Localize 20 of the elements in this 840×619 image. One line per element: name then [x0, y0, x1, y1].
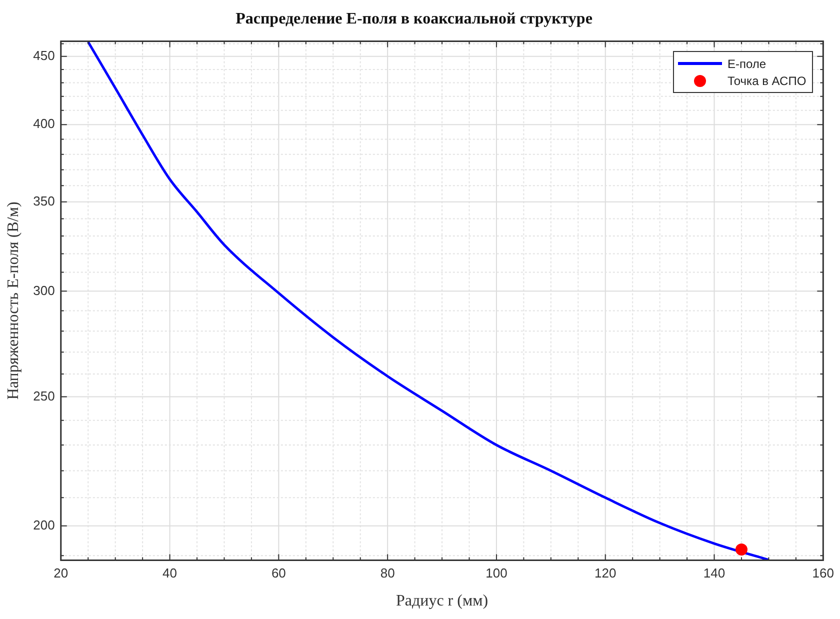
x-tick-label: 20 — [54, 566, 68, 581]
y-tick-label: 200 — [33, 517, 55, 532]
line-series — [86, 41, 770, 560]
y-tick-label: 250 — [33, 388, 55, 404]
legend-label: Точка в АСПО — [728, 74, 806, 88]
x-tick-label: 80 — [380, 566, 395, 581]
x-tick-label: 100 — [486, 566, 508, 581]
y-tick-label: 450 — [33, 48, 55, 64]
x-tick-label: 160 — [812, 566, 834, 581]
y-tick-label: 350 — [33, 194, 55, 209]
x-axis-title: Радиус r (мм) — [396, 592, 488, 610]
legend-label: E-поле — [728, 56, 766, 71]
x-tick-label: 60 — [271, 566, 286, 581]
y-tick-label: 300 — [33, 282, 55, 298]
x-tick-label: 40 — [162, 566, 178, 581]
x-tick-label: 140 — [703, 566, 726, 581]
x-tick-label: 120 — [594, 566, 616, 581]
y-tick-label: 400 — [33, 116, 55, 132]
y-axis-title: Напряженность E-поля (В/м) — [4, 202, 22, 400]
chart-title: Распределение E-поля в коаксиальной структуре — [236, 10, 592, 28]
